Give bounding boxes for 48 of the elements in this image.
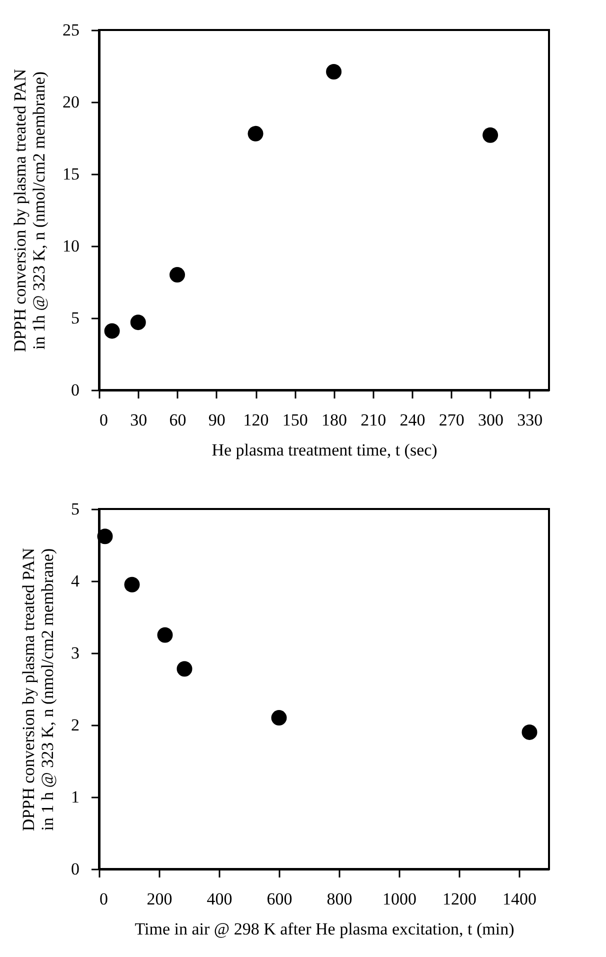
y-tick-label: 1 [71, 788, 80, 806]
y-tick-label: 10 [62, 236, 80, 256]
x-axis-title: He plasma treatment time, t (sec) [212, 440, 438, 460]
point [170, 267, 186, 283]
y-axis-title: DPPH conversion by plasma treated PAN in 1 h @ 323 K, n (nmol/cm2 membrane) [19, 548, 57, 832]
point [104, 323, 120, 339]
point [248, 126, 264, 142]
x-tick-label: 180 [322, 410, 348, 430]
y-tick-label: 4 [71, 572, 80, 590]
x-tick-label: 120 [243, 410, 269, 430]
point [482, 127, 498, 143]
x-tick-label: 60 [169, 410, 186, 430]
point [124, 576, 140, 592]
x-tick-label: 1200 [442, 890, 476, 908]
x-tick-label: 300 [478, 410, 504, 430]
x-tick-label: 30 [130, 410, 148, 430]
point [157, 627, 173, 643]
y-tick-label: 0 [71, 380, 80, 400]
point [130, 314, 146, 330]
y-tick-label: 15 [62, 164, 80, 184]
y-tick-label: 5 [71, 500, 80, 518]
y-axis-title: DPPH conversion by plasma treated PAN in 1h @ 323 K, n (nmol/cm2 membrane) [10, 68, 48, 352]
x-tick-label: 270 [438, 410, 464, 430]
point [326, 64, 342, 80]
y-tick-label: 25 [62, 20, 80, 40]
x-tick-label: 150 [282, 410, 308, 430]
x-tick-label: 90 [208, 410, 226, 430]
x-tick-label: 0 [100, 890, 108, 908]
x-tick-label: 200 [146, 890, 172, 908]
x-tick-label: 210 [360, 410, 386, 430]
x-tick-label: 400 [206, 890, 232, 908]
x-tick-label: 240 [400, 410, 426, 430]
x-tick-label: 600 [266, 890, 292, 908]
x-tick-label: 1000 [382, 890, 416, 908]
point [97, 528, 113, 544]
x-axis-title: Time in air @ 298 K after He plasma excitation, t (min) [134, 920, 514, 938]
x-tick-label: 330 [517, 410, 543, 430]
x-tick-label: 1400 [502, 890, 536, 908]
x-tick-label: 0 [100, 410, 108, 430]
y-tick-label: 5 [71, 308, 80, 328]
y-tick-label: 2 [71, 716, 80, 734]
y-tick-label: 0 [71, 860, 80, 878]
x-tick-label: 800 [326, 890, 352, 908]
y-tick-label: 3 [71, 644, 80, 662]
point [522, 724, 538, 740]
point [176, 661, 192, 677]
y-tick-label: 20 [62, 92, 80, 112]
point [271, 710, 287, 726]
